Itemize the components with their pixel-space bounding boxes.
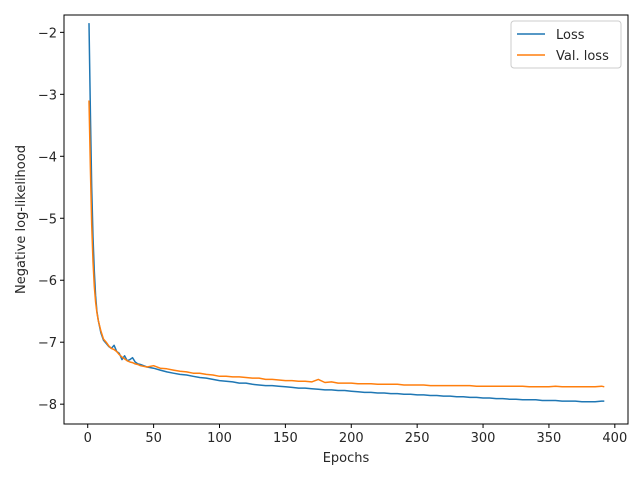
plot-lines [88,23,605,403]
y-tick-label: −5 [38,212,57,227]
legend: Loss Val. loss [510,20,622,69]
x-tick-label: 50 [145,431,162,446]
legend-label: Val. loss [556,49,609,64]
x-tick-label: 400 [602,431,627,446]
y-tick-label: −8 [38,398,57,413]
y-tick-label: −3 [38,88,57,103]
legend-box [510,20,622,69]
x-axis-ticks: 0 50 100 150 200 250 300 350 400 [84,424,627,446]
y-tick-label: −4 [38,150,57,165]
x-tick-label: 0 [84,431,92,446]
y-axis-ticks: −8 −7 −6 −5 −4 −3 −2 [38,26,64,413]
x-tick-label: 100 [207,431,232,446]
y-tick-label: −2 [38,26,57,41]
x-axis-label: Epochs [323,451,370,466]
x-tick-label: 150 [273,431,298,446]
legend-label: Loss [556,28,585,43]
y-tick-label: −6 [38,274,57,289]
x-tick-label: 250 [405,431,430,446]
x-tick-label: 300 [471,431,496,446]
y-axis-label: Negative log-likelihood [14,145,29,294]
series-line-2 [88,100,605,388]
series-line-1 [88,23,605,403]
y-tick-label: −7 [38,336,57,351]
plot-frame [63,14,629,425]
x-tick-label: 200 [339,431,364,446]
x-tick-label: 350 [537,431,562,446]
